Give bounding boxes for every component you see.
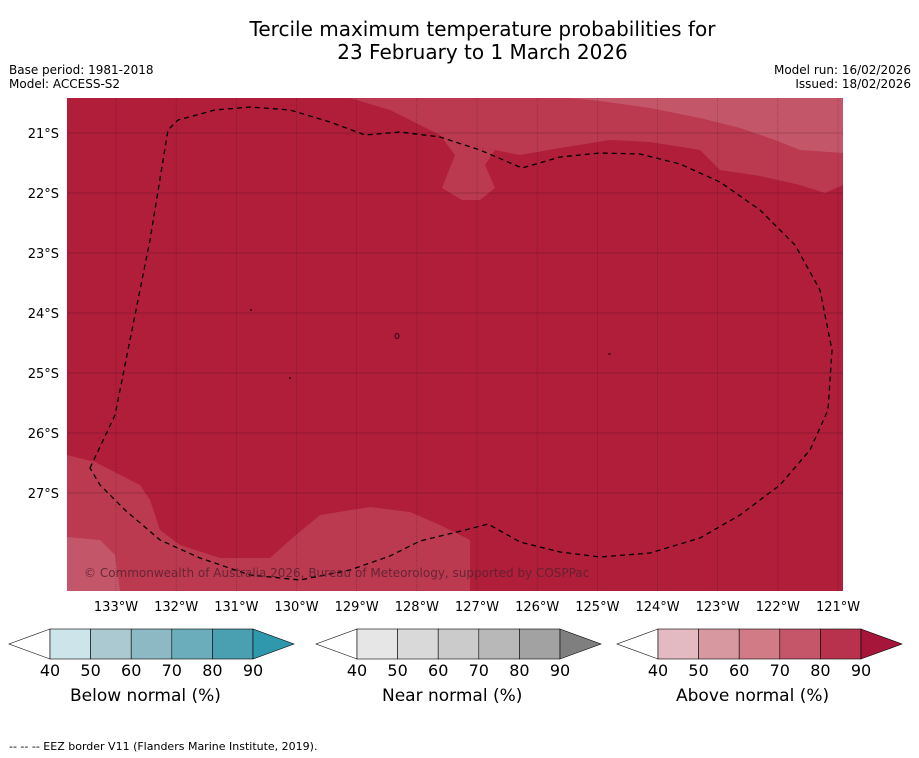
island-marker xyxy=(394,333,400,339)
colorbar-segment xyxy=(90,628,132,660)
colorbar-segment xyxy=(738,628,781,660)
colorbar-extend-high xyxy=(860,628,903,660)
colorbar-extend-low xyxy=(315,628,358,660)
chart-title: Tercile maximum temperature probabilitie… xyxy=(0,18,919,64)
attribution-text: © Commonwealth of Australia 2026, Bureau… xyxy=(84,566,589,580)
map-gridlines xyxy=(67,98,843,591)
longitude-label: 129°W xyxy=(335,600,379,615)
above-70-region-southwest xyxy=(67,537,120,591)
colorbars: 40 50 60 70 80 90 40 50 60 70 80 90 40 50 60 70 80 90 xyxy=(8,628,903,680)
longitude-labels: 133°W 132°W 131°W 130°W 129°W 128°W 127°W 126°W… xyxy=(94,600,860,615)
colorbar-segment xyxy=(779,628,821,660)
latitude-labels: 21°S 22°S 23°S 24°S 25°S 26°S 27°S xyxy=(28,127,59,502)
colorbar-tick-label: 80 xyxy=(202,661,222,680)
longitude-label: 124°W xyxy=(635,600,679,615)
meta-left: Base period: 1981-2018 Model: ACCESS-S2 xyxy=(9,63,154,91)
longitude-label: 127°W xyxy=(455,600,499,615)
colorbar-segment xyxy=(820,628,862,660)
longitude-label: 121°W xyxy=(816,600,860,615)
colorbar-segment xyxy=(356,628,398,660)
latitude-label: 21°S xyxy=(28,127,59,142)
latitude-label: 27°S xyxy=(28,487,59,502)
colorbar-tick-label: 60 xyxy=(428,661,448,680)
colorbar-extend-high xyxy=(559,628,602,660)
model-run: Model run: 16/02/2026 xyxy=(773,63,911,77)
colorbar-tick-label: 80 xyxy=(509,661,529,680)
colorbar-tick-label: 40 xyxy=(40,661,60,680)
model-name: Model: ACCESS-S2 xyxy=(9,77,121,91)
colorbar-tick-label: 50 xyxy=(80,661,100,680)
issued-date: Issued: 18/02/2026 xyxy=(795,77,911,91)
longitude-label: 131°W xyxy=(214,600,258,615)
near-normal-label: Near normal (%) xyxy=(382,686,523,706)
colorbar-tick-label: 80 xyxy=(810,661,830,680)
longitude-label: 133°W xyxy=(94,600,138,615)
latitude-label: 25°S xyxy=(28,367,59,382)
eez-border xyxy=(89,106,833,581)
colorbar-tick-label: 40 xyxy=(347,661,367,680)
colorbar-tick-label: 70 xyxy=(770,661,790,680)
longitude-label: 125°W xyxy=(575,600,619,615)
colorbar-tick-label: 90 xyxy=(550,661,570,680)
latitude-label: 24°S xyxy=(28,307,59,322)
above-70-region-far-northeast xyxy=(780,98,843,122)
below-normal-label: Below normal (%) xyxy=(70,686,221,706)
colorbar-tick-label: 90 xyxy=(243,661,263,680)
colorbar-segment xyxy=(519,628,561,660)
colorbar-segment xyxy=(478,628,520,660)
colorbar-segment xyxy=(397,628,439,660)
colorbar-segment xyxy=(698,628,740,660)
colorbar-tick-label: 90 xyxy=(851,661,871,680)
title-line-1: Tercile maximum temperature probabilitie… xyxy=(249,17,716,41)
above-80-region-north-central xyxy=(440,135,495,200)
longitude-label: 130°W xyxy=(274,600,318,615)
footer-note: -- -- -- EEZ border V11 (Flanders Marine… xyxy=(9,740,318,753)
colorbar-tick-label: 60 xyxy=(729,661,749,680)
colorbar-tick-label: 50 xyxy=(387,661,407,680)
title-line-2: 23 February to 1 March 2026 xyxy=(337,40,628,64)
colorbar-tick-label: 70 xyxy=(469,661,489,680)
colorbar-segment xyxy=(171,628,213,660)
latitude-label: 26°S xyxy=(28,427,59,442)
colorbar-segment xyxy=(212,628,254,660)
colorbar-segment xyxy=(49,628,91,660)
near-colorbar: 40 50 60 70 80 90 xyxy=(315,628,602,680)
longitude-label: 122°W xyxy=(756,600,800,615)
colorbar-tick-label: 60 xyxy=(121,661,141,680)
longitude-label: 123°W xyxy=(696,600,740,615)
longitude-label: 128°W xyxy=(395,600,439,615)
island-marker xyxy=(250,309,252,311)
colorbar-tick-label: 50 xyxy=(688,661,708,680)
colorbar-extend-low xyxy=(8,628,51,660)
colorbar-tick-label: 70 xyxy=(162,661,182,680)
map-area: © Commonwealth of Australia 2026, Bureau… xyxy=(67,98,843,591)
colorbar-extend-high xyxy=(252,628,295,660)
island-marker xyxy=(289,377,291,379)
latitude-label: 22°S xyxy=(28,187,59,202)
above-70-region-northeast xyxy=(570,98,843,153)
below-colorbar: 40 50 60 70 80 90 xyxy=(8,628,295,680)
base-period: Base period: 1981-2018 xyxy=(9,63,154,77)
longitude-label: 126°W xyxy=(515,600,559,615)
colorbar-segment xyxy=(130,628,173,660)
above-normal-label: Above normal (%) xyxy=(676,686,830,706)
colorbar-extend-low xyxy=(616,628,659,660)
meta-right: Model run: 16/02/2026 Issued: 18/02/2026 xyxy=(774,63,911,91)
above-80-region-southwest xyxy=(67,455,470,591)
latitude-label: 23°S xyxy=(28,247,59,262)
colorbar-segment xyxy=(657,628,699,660)
above-colorbar: 40 50 60 70 80 90 xyxy=(616,628,903,680)
longitude-label: 132°W xyxy=(154,600,198,615)
colorbar-segment xyxy=(437,628,480,660)
colorbar-tick-label: 40 xyxy=(648,661,668,680)
